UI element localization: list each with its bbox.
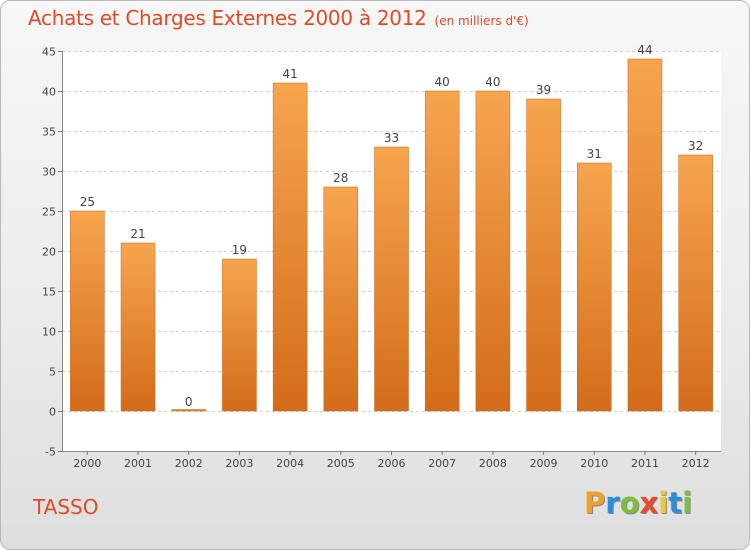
bar	[171, 409, 206, 412]
x-tick-label: 2000	[73, 457, 101, 470]
data-label: 25	[80, 195, 95, 209]
x-tick-label: 2009	[530, 457, 558, 470]
bar	[120, 242, 156, 412]
bar	[323, 186, 359, 412]
logo-letter: o	[619, 486, 640, 520]
bar	[70, 210, 105, 412]
logo-letter: r	[605, 486, 620, 520]
x-tick-label: 2001	[124, 457, 152, 470]
data-label: 28	[333, 171, 348, 185]
data-label: 33	[384, 131, 399, 145]
bar	[678, 154, 713, 412]
x-tick-label: 2007	[428, 457, 456, 470]
logo-letter: i	[682, 486, 693, 520]
y-tick-label: 5	[49, 366, 56, 379]
data-label: 39	[536, 83, 551, 97]
bar	[374, 146, 409, 412]
logo-letter: i	[658, 486, 669, 520]
logo-letter: x	[639, 486, 659, 520]
x-tick-label: 2005	[327, 457, 355, 470]
proxiti-logo: Proxiti	[584, 486, 692, 520]
chart-subtitle: (en milliers d'€)	[434, 14, 529, 28]
logo-letter: t	[668, 486, 683, 520]
bar	[577, 162, 612, 412]
data-label: 41	[282, 67, 297, 81]
y-tick-label: 25	[42, 206, 56, 219]
y-tick-label: 10	[42, 326, 56, 339]
data-label: 32	[688, 139, 703, 153]
bar	[424, 90, 460, 412]
chart-title-block: Achats et Charges Externes 2000 à 2012 (e…	[28, 6, 529, 30]
y-tick-label: 45	[42, 46, 56, 59]
data-label: 0	[185, 395, 193, 409]
x-tick-label: 2006	[378, 457, 406, 470]
commune-name: TASSO	[33, 495, 99, 519]
x-tick-label: 2012	[682, 457, 710, 470]
y-tick-label: 20	[42, 246, 56, 259]
y-tick-label: -5	[45, 446, 56, 459]
logo-letter: P	[584, 486, 606, 520]
bar	[222, 258, 257, 412]
x-tick-label: 2008	[479, 457, 507, 470]
x-tick-label: 2003	[225, 457, 253, 470]
chart-title: Achats et Charges Externes 2000 à 2012	[28, 6, 427, 30]
bar	[526, 98, 561, 412]
y-tick-label: 35	[42, 126, 56, 139]
x-tick-label: 2004	[276, 457, 304, 470]
data-label: 44	[637, 43, 652, 57]
x-tick-label: 2002	[175, 457, 203, 470]
y-tick-label: 0	[49, 406, 56, 419]
data-label: 40	[485, 75, 500, 89]
data-label: 19	[232, 243, 247, 257]
bar	[272, 82, 308, 412]
y-tick-label: 30	[42, 166, 56, 179]
bar	[627, 58, 663, 412]
bar	[475, 90, 511, 412]
data-label: 40	[435, 75, 450, 89]
x-tick-label: 2010	[580, 457, 608, 470]
y-tick-label: 15	[42, 286, 56, 299]
y-tick-label: 40	[42, 86, 56, 99]
data-label: 31	[587, 147, 602, 161]
x-tick-label: 2011	[631, 457, 659, 470]
data-label: 21	[130, 227, 145, 241]
